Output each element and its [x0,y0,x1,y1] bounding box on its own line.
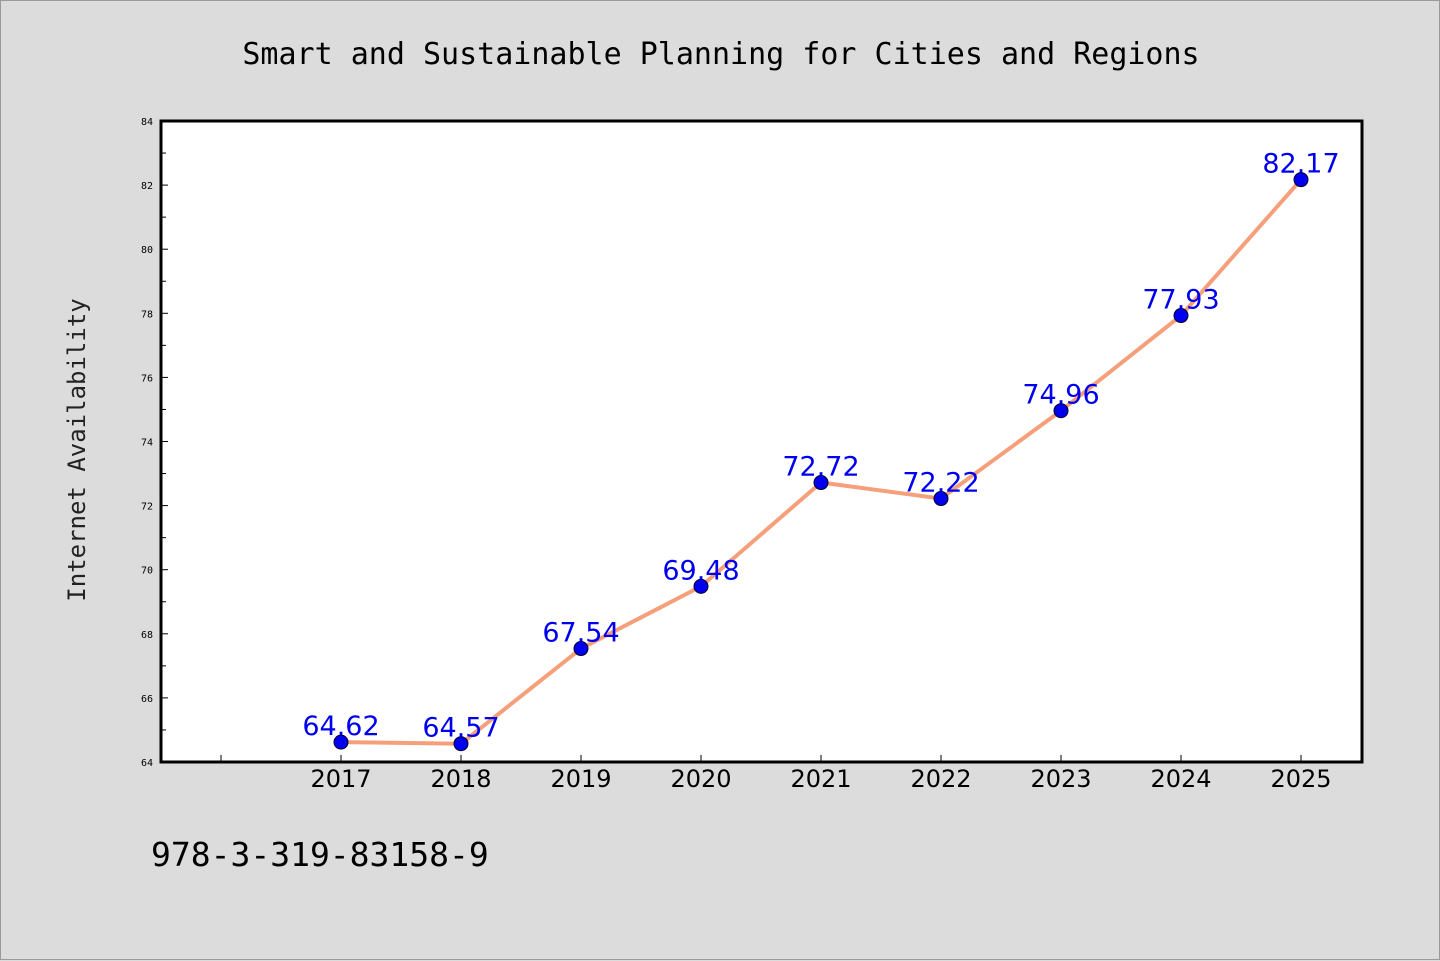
x-tick-label: 2019 [550,765,611,793]
data-label: 72.72 [782,452,859,483]
data-point-marker [1293,172,1309,188]
data-label: 74.96 [1022,380,1099,411]
data-label: 64.57 [422,713,499,744]
data-label: 64.62 [302,711,379,742]
y-tick-label: 80 [141,245,153,256]
data-label: 72.22 [902,468,979,499]
data-point-marker [813,475,829,491]
y-tick-label: 76 [141,373,153,384]
y-axis-label: Internet Availability [63,298,91,601]
y-tick-label: 70 [141,566,153,577]
y-axis: 64 66 68 70 72 74 76 78 80 82 84 [141,117,168,769]
markers-group [333,172,1309,752]
y-tick-label: 64 [141,758,153,769]
y-tick-label: 82 [141,181,153,192]
y-tick-label: 66 [141,694,153,705]
data-label: 82.17 [1262,149,1339,180]
plot-area [159,119,1364,764]
x-tick-label: 2018 [430,765,491,793]
data-label: 69.48 [662,555,739,586]
data-label: 67.54 [542,618,619,649]
y-tick-label: 72 [141,502,153,513]
x-tick-label: 2023 [1030,765,1091,793]
data-point-marker [1173,308,1189,324]
y-tick-label: 78 [141,309,153,320]
x-tick-label: 2021 [790,765,851,793]
x-tick-label: 2017 [310,765,371,793]
x-tick-label: 2025 [1270,765,1331,793]
isbn-text: 978-3-319-83158-9 [151,835,489,874]
data-point-marker [573,641,589,657]
data-label: 77.93 [1142,285,1219,316]
y-tick-label: 68 [141,630,153,641]
x-axis: 2017 2018 2019 2020 2021 2022 2023 2024 2025 [220,755,1332,793]
data-point-marker [333,734,349,750]
y-tick-label: 74 [141,438,153,449]
data-point-marker [453,736,469,752]
x-tick-label: 2020 [670,765,731,793]
data-point-marker [693,578,709,594]
data-point-marker [933,491,949,507]
x-tick-label: 2022 [910,765,971,793]
x-tick-label: 2024 [1150,765,1211,793]
data-labels-group: 64.62 64.57 67.54 69.48 72.72 72.22 74.96 77.93… [302,149,1339,744]
y-tick-label: 84 [141,117,153,128]
chart-title: Smart and Sustainable Planning for Citie… [242,37,1199,72]
data-point-marker [1053,403,1069,419]
